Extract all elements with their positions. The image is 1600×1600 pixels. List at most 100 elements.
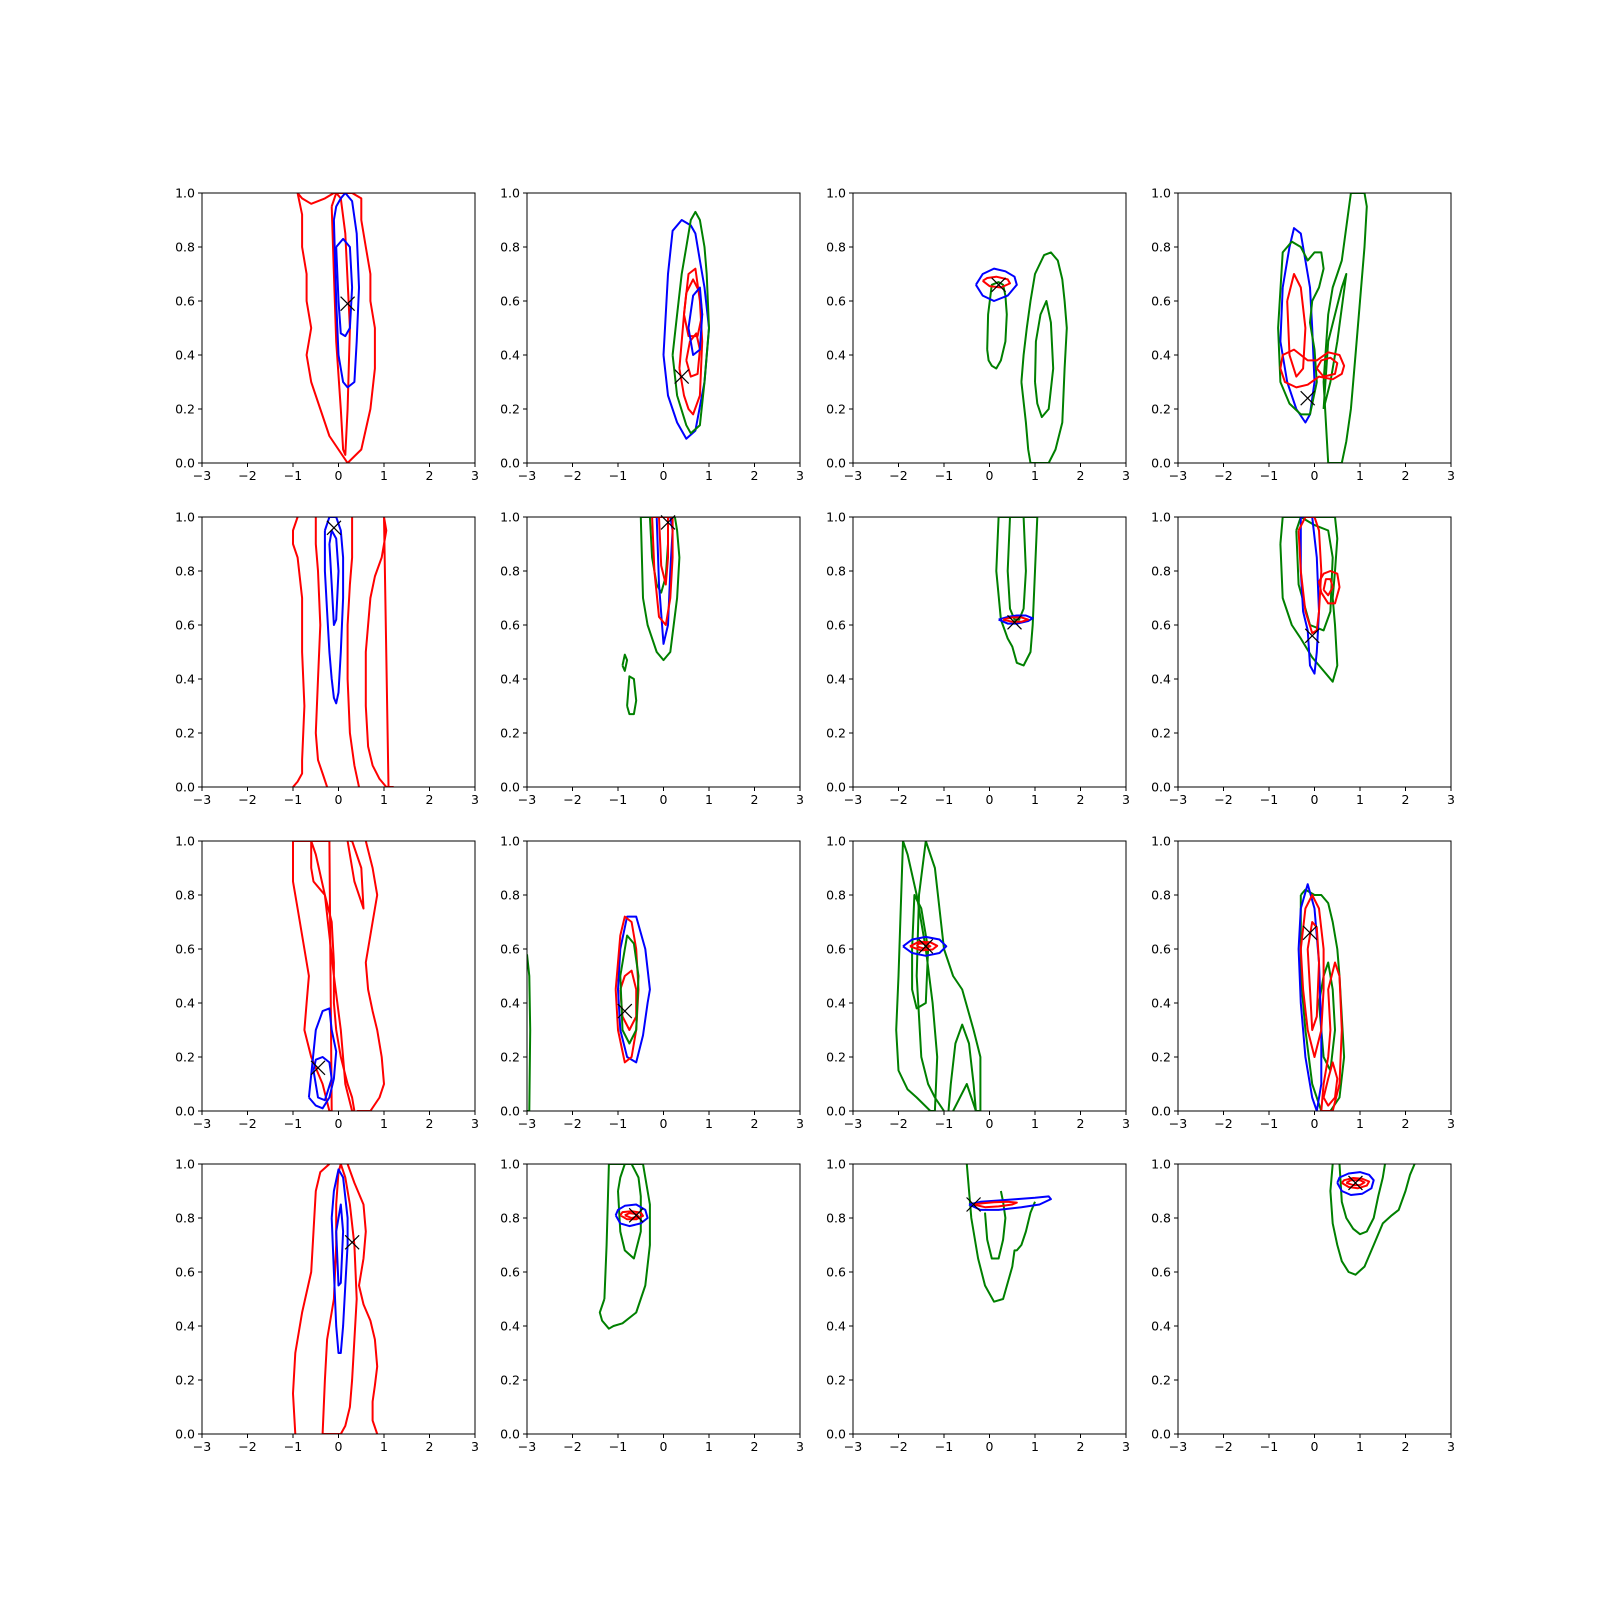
x-tick-label: −3 <box>193 1116 211 1131</box>
x-tick-label: −2 <box>563 1439 581 1454</box>
x-tick-label: 3 <box>1447 1116 1455 1131</box>
x-tick-label: −1 <box>1260 468 1278 483</box>
axes-frame <box>201 840 476 1112</box>
x-tick-label: −3 <box>518 1116 536 1131</box>
y-tick-label: 0.0 <box>500 1427 520 1442</box>
panel-r3-c1: −3 −2 −1 0 1 2 3 0.0 0.2 0.4 0.6 0.8 1.0 <box>175 834 479 1132</box>
x-tick-label: 3 <box>796 468 804 483</box>
x-marker-stroke <box>1302 925 1318 941</box>
blue-contour-line <box>1336 1171 1375 1196</box>
plot-area <box>296 193 376 463</box>
x-marker <box>1007 614 1022 630</box>
plot-area <box>292 517 395 787</box>
y-tick-label: 0.4 <box>826 348 846 363</box>
plot-area <box>292 1164 379 1434</box>
green-contour-line <box>895 841 939 1111</box>
x-tick-label: 3 <box>1447 792 1455 807</box>
y-tick-label: 0.4 <box>500 996 520 1011</box>
x-marker-stroke <box>1007 614 1022 630</box>
y-tick-label: 0.2 <box>500 402 520 417</box>
blue-contour-line <box>335 1203 345 1287</box>
y-tick-label: 1.0 <box>175 510 195 525</box>
x-marker-stroke <box>340 296 356 312</box>
red-contour-line <box>658 517 669 586</box>
x-tick-label: −3 <box>193 468 211 483</box>
blue-contour-line <box>614 1203 649 1228</box>
red-contour-line <box>619 969 638 1031</box>
x-tick-label: −1 <box>609 792 627 807</box>
y-tick-label: 0.6 <box>500 294 520 309</box>
red-contour-line <box>296 193 376 463</box>
y-tick-label: 0.0 <box>1151 780 1171 795</box>
red-contour-line <box>915 942 932 950</box>
x-tick-label: 0 <box>986 792 994 807</box>
x-tick-label: 1 <box>705 1439 713 1454</box>
y-tick-label: 0.6 <box>1151 942 1171 957</box>
x-tick-label: 1 <box>1031 468 1039 483</box>
x-tick-label: 2 <box>1402 1116 1410 1131</box>
y-tick-label: 0.6 <box>1151 618 1171 633</box>
y-tick-label: 0.4 <box>500 348 520 363</box>
y-tick-label: 0.4 <box>175 348 195 363</box>
x-tick-label: −2 <box>1214 468 1232 483</box>
axes-frame <box>526 840 801 1112</box>
panel-r4-c4: −3 −2 −1 0 1 2 3 0.0 0.2 0.4 0.6 0.8 1.0 <box>1151 1157 1455 1455</box>
x-tick-label: 2 <box>751 792 759 807</box>
blue-contour-line <box>687 286 704 356</box>
red-contour-line <box>321 1164 358 1434</box>
y-tick-label: 0.4 <box>1151 348 1171 363</box>
y-tick-label: 0.2 <box>1151 1373 1171 1388</box>
blue-contour-line <box>998 614 1034 625</box>
red-contour-line <box>1322 578 1334 597</box>
blue-contour-line <box>307 1007 338 1110</box>
y-tick-label: 1.0 <box>500 510 520 525</box>
y-tick-label: 0.4 <box>175 1319 195 1334</box>
x-tick-label: 0 <box>335 468 343 483</box>
green-contour-line <box>1006 517 1027 621</box>
blue-contour-line <box>902 935 948 957</box>
y-tick-label: 0.4 <box>1151 996 1171 1011</box>
x-tick-label: 1 <box>380 468 388 483</box>
red-contour-line <box>364 517 395 787</box>
blue-contour-line <box>617 915 651 1064</box>
x-marker-stroke <box>1300 390 1316 406</box>
blue-contour-line <box>662 219 710 440</box>
green-contour-line <box>1277 240 1325 416</box>
x-tick-label: 1 <box>1356 1439 1364 1454</box>
red-contour-line <box>346 1164 379 1434</box>
x-tick-label: 2 <box>1402 792 1410 807</box>
blue-contour-line <box>1297 883 1323 1111</box>
x-tick-label: 3 <box>796 1116 804 1131</box>
x-tick-label: −1 <box>284 468 302 483</box>
green-contour-line <box>1329 1164 1416 1276</box>
x-tick-label: −2 <box>238 1439 256 1454</box>
green-contour-line <box>621 653 629 672</box>
plot-area <box>621 517 681 716</box>
x-tick-label: −1 <box>935 1116 953 1131</box>
green-contour-line <box>1322 193 1368 463</box>
x-tick-label: −1 <box>609 1116 627 1131</box>
axes-frame <box>201 1163 476 1435</box>
axes-frame <box>852 192 1127 464</box>
blue-contour-line <box>975 267 1018 302</box>
x-tick-label: 0 <box>1311 1116 1319 1131</box>
x-tick-label: 0 <box>660 792 668 807</box>
y-tick-label: 1.0 <box>500 1157 520 1172</box>
red-contour-line <box>1315 356 1339 378</box>
x-tick-label: 1 <box>1356 468 1364 483</box>
panel-r4-c3: −3 −2 −1 0 1 2 3 0.0 0.2 0.4 0.6 0.8 1.0 <box>826 1157 1130 1455</box>
x-tick-label: −1 <box>1260 792 1278 807</box>
y-tick-label: 0.6 <box>826 1265 846 1280</box>
plot-area <box>1297 883 1346 1111</box>
y-tick-label: 0.8 <box>826 888 846 903</box>
x-tick-label: 3 <box>1122 1439 1130 1454</box>
x-tick-label: 2 <box>751 468 759 483</box>
x-tick-label: 0 <box>986 1116 994 1131</box>
axes-frame <box>526 1163 801 1435</box>
y-tick-label: 1.0 <box>1151 834 1171 849</box>
y-tick-label: 1.0 <box>175 186 195 201</box>
x-tick-label: −3 <box>844 792 862 807</box>
x-tick-label: 3 <box>471 468 479 483</box>
x-tick-label: 0 <box>1311 468 1319 483</box>
panel-r2-c3: −3 −2 −1 0 1 2 3 0.0 0.2 0.4 0.6 0.8 1.0 <box>826 510 1130 808</box>
